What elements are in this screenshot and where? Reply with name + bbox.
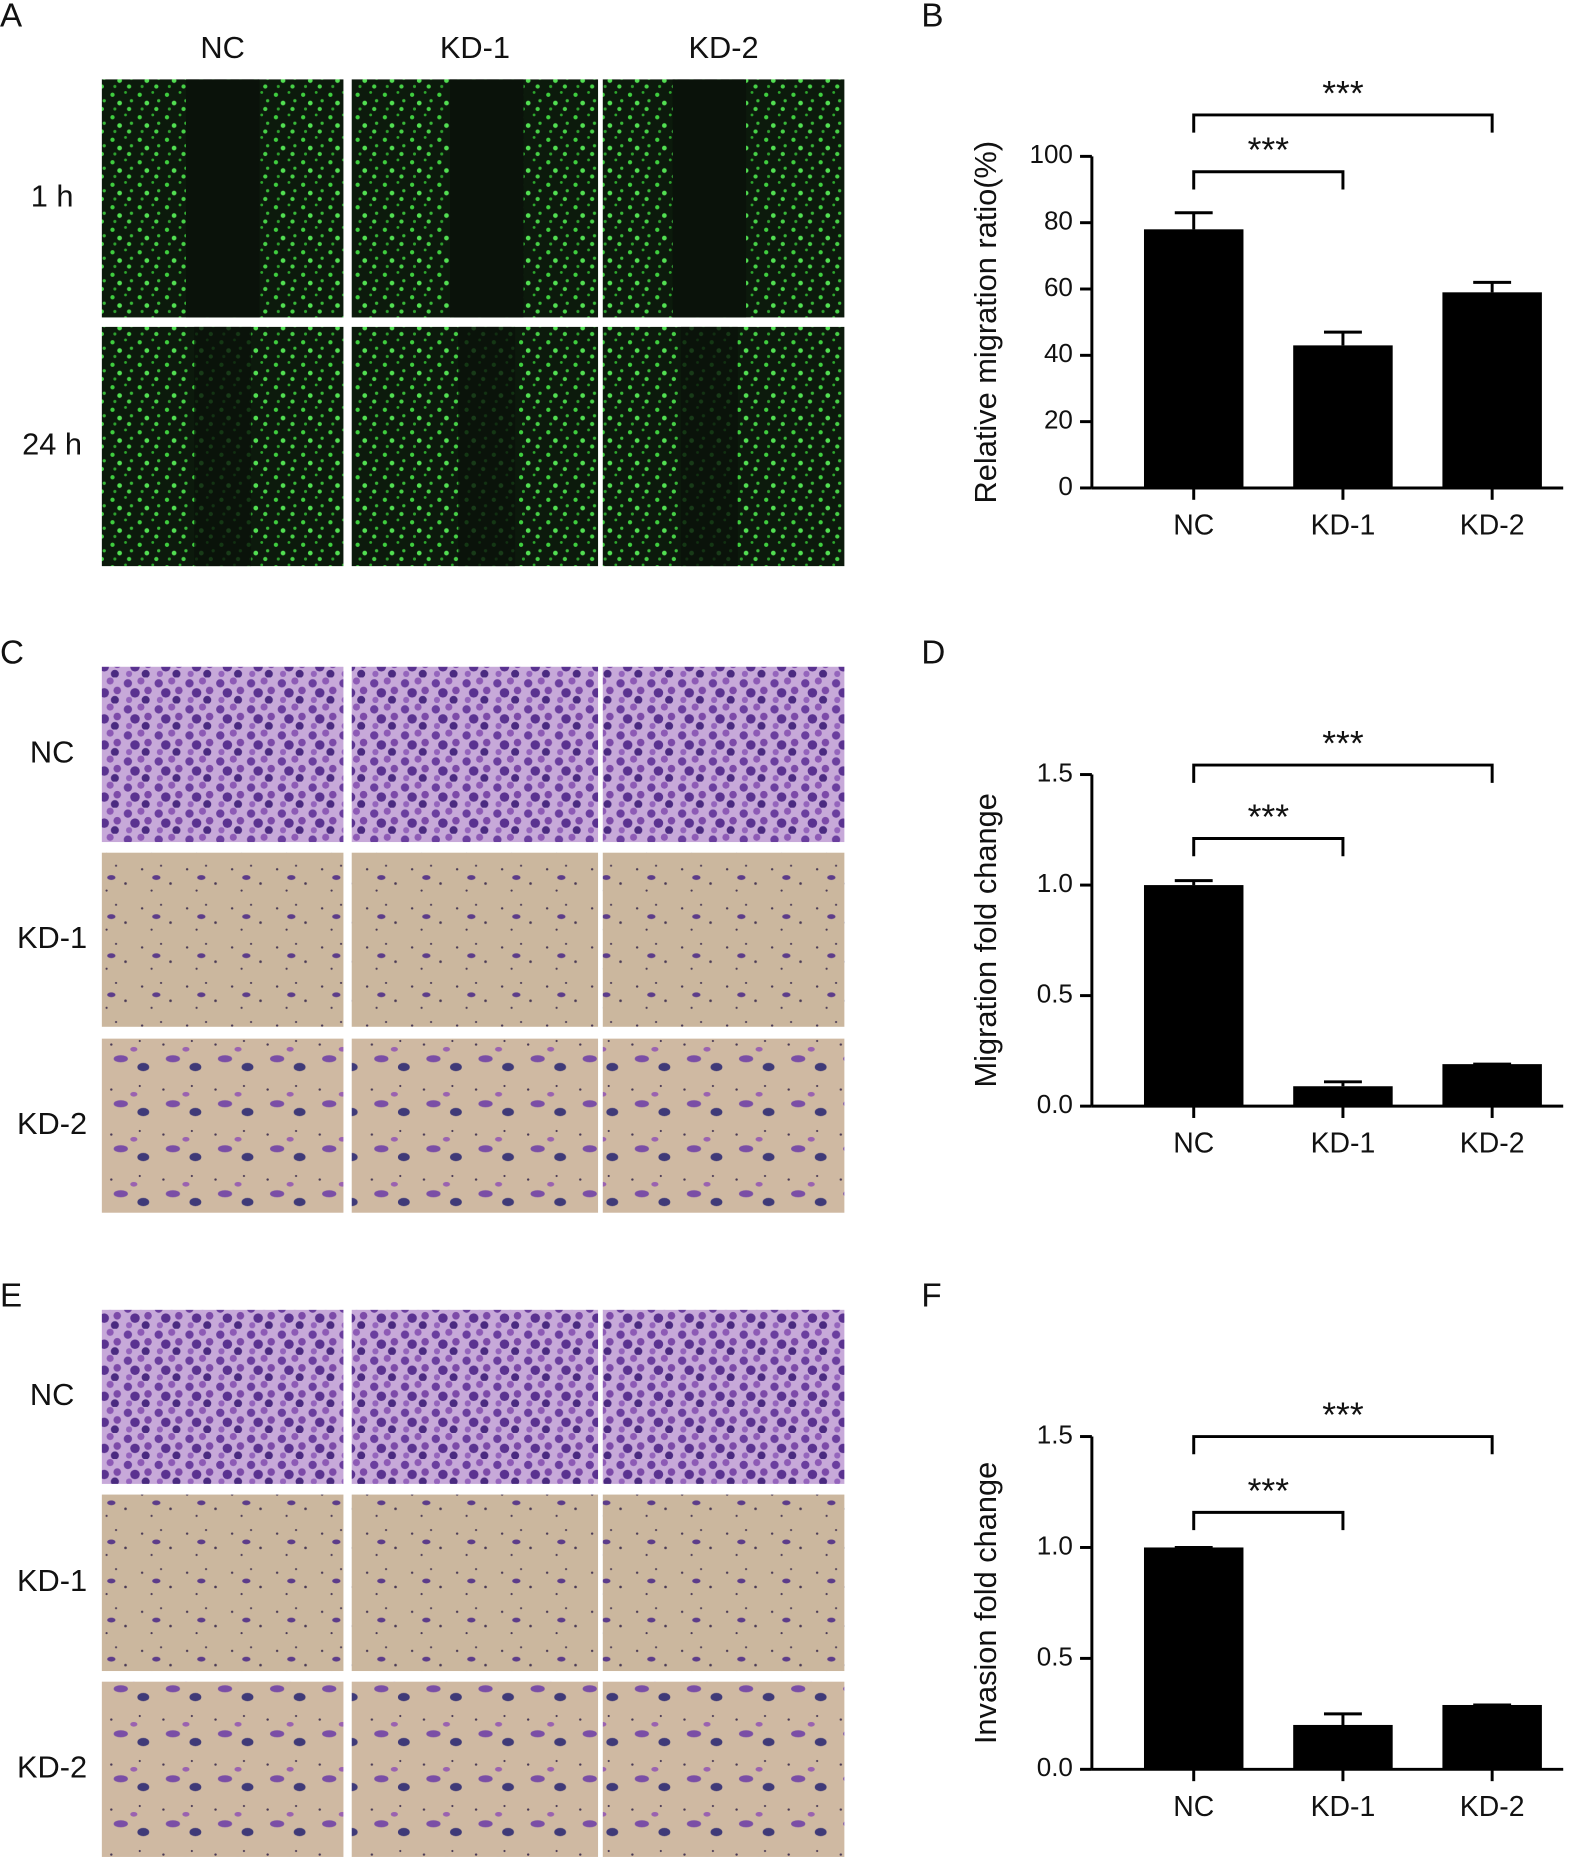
- y-tick-label: 0.5: [1037, 978, 1073, 1008]
- y-tick-label: 80: [1044, 206, 1073, 236]
- x-tick-label: KD-1: [1311, 1791, 1376, 1823]
- significance-bracket: [1192, 763, 1494, 783]
- column-label: KD-2: [689, 30, 759, 65]
- error-bar: [1323, 330, 1362, 346]
- significance-label: ***: [1248, 1471, 1290, 1511]
- micrograph: [351, 852, 599, 1027]
- bar: [1442, 1064, 1542, 1107]
- x-tick-label: NC: [1173, 510, 1214, 542]
- panel-letter: C: [0, 635, 24, 672]
- bar: [1143, 885, 1244, 1107]
- row-label: NC: [30, 735, 74, 770]
- column-label: KD-1: [440, 30, 510, 65]
- bar: [1293, 345, 1393, 488]
- significance-label: ***: [1248, 130, 1290, 170]
- scratch-gap: [450, 79, 524, 318]
- row-label: 1 h: [31, 179, 74, 214]
- y-tick-label: 1.0: [1037, 868, 1073, 898]
- significance-bracket: [1192, 1510, 1345, 1531]
- bar: [1143, 229, 1244, 488]
- micrograph: [602, 852, 845, 1027]
- micrograph: [602, 1494, 845, 1672]
- y-tick-label: 1.5: [1037, 757, 1073, 787]
- x-tick-label: KD-1: [1311, 510, 1376, 542]
- y-tick-label: 0.0: [1037, 1752, 1073, 1782]
- y-tick-label: 60: [1044, 272, 1073, 302]
- x-tick-label: KD-2: [1460, 1791, 1525, 1823]
- x-tick-label: NC: [1173, 1128, 1214, 1160]
- x-tick-label: NC: [1173, 1791, 1214, 1823]
- significance-label: ***: [1322, 73, 1364, 113]
- row-label: KD-1: [17, 920, 87, 955]
- scratch-gap: [672, 79, 747, 318]
- micrograph: [351, 1681, 599, 1857]
- y-axis-label: Invasion fold change: [968, 1462, 1003, 1744]
- micrograph: [101, 666, 344, 843]
- row-label: 24 h: [22, 427, 82, 462]
- significance-bracket: [1192, 170, 1345, 190]
- y-tick-label: 1.5: [1037, 1419, 1073, 1449]
- row-label: KD-2: [17, 1106, 87, 1141]
- significance-label: ***: [1322, 724, 1364, 764]
- error-bar: [1174, 879, 1213, 886]
- micrograph: [602, 1681, 845, 1857]
- y-tick-label: 0.0: [1037, 1089, 1073, 1119]
- y-tick-label: 1.0: [1037, 1530, 1073, 1560]
- row-label: KD-1: [17, 1563, 87, 1598]
- micrograph: [351, 1309, 599, 1484]
- micrograph: [101, 1681, 344, 1857]
- scratch-gap: [680, 326, 738, 567]
- x-tick-label: KD-1: [1311, 1128, 1376, 1160]
- column-label: NC: [200, 30, 244, 65]
- scratch-gap: [185, 79, 260, 318]
- bar: [1442, 292, 1542, 488]
- y-tick-label: 0: [1058, 471, 1073, 501]
- error-bar: [1473, 280, 1512, 293]
- x-tick-label: KD-2: [1460, 1128, 1525, 1160]
- error-bar: [1323, 1080, 1362, 1087]
- scratch-gap: [194, 326, 252, 567]
- panel-letter: B: [921, 0, 943, 35]
- panel-letter: D: [921, 635, 945, 672]
- panel-letter: A: [0, 0, 23, 35]
- micrograph: [351, 1494, 599, 1672]
- y-tick-label: 40: [1044, 338, 1073, 368]
- bar: [1293, 1086, 1393, 1107]
- significance-bracket: [1192, 837, 1345, 857]
- micrograph: [351, 1038, 599, 1213]
- significance-bracket: [1192, 1435, 1494, 1455]
- y-axis-label: Relative migration ratio(%): [968, 141, 1003, 504]
- micrograph: [602, 1309, 845, 1484]
- y-tick-label: 20: [1044, 405, 1073, 435]
- row-label: NC: [30, 1377, 74, 1412]
- micrograph: [101, 1494, 344, 1672]
- error-bar: [1323, 1712, 1362, 1725]
- bar: [1442, 1704, 1542, 1770]
- panel-letter: F: [921, 1278, 941, 1315]
- micrograph: [351, 666, 599, 843]
- micrograph: [101, 852, 344, 1027]
- panel-letter: E: [0, 1278, 22, 1315]
- error-bar: [1174, 211, 1213, 230]
- micrograph: [101, 1038, 344, 1213]
- micrograph: [101, 1309, 344, 1484]
- significance-label: ***: [1322, 1395, 1364, 1435]
- micrograph: [602, 1038, 845, 1213]
- scratch-gap: [458, 326, 516, 567]
- bar: [1143, 1547, 1244, 1770]
- significance-bracket: [1192, 113, 1494, 133]
- bar: [1293, 1724, 1393, 1770]
- micrograph: [602, 666, 845, 843]
- y-tick-label: 0.5: [1037, 1641, 1073, 1671]
- significance-label: ***: [1248, 797, 1290, 837]
- row-label: KD-2: [17, 1749, 87, 1784]
- x-tick-label: KD-2: [1460, 510, 1525, 542]
- y-axis-label: Migration fold change: [968, 793, 1003, 1087]
- y-tick-label: 100: [1029, 139, 1072, 169]
